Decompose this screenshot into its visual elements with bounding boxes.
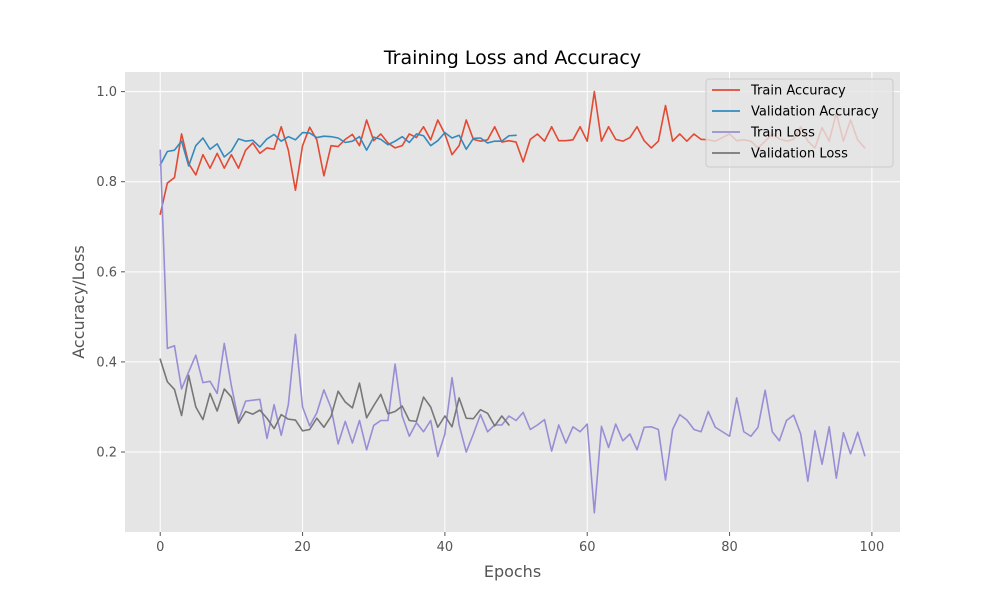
y-tick-label: 0.6 xyxy=(96,265,117,280)
y-tick-label: 0.2 xyxy=(96,446,117,461)
chart-title: Training Loss and Accuracy xyxy=(383,47,641,69)
legend: Train Accuracy Validation Accuracy Train L… xyxy=(705,78,894,168)
x-tick-label: 100 xyxy=(859,540,884,555)
ticks: 0 20 40 60 80 100 0.2 0.4 0.6 0.8 1.0 xyxy=(96,85,884,555)
legend-box xyxy=(705,78,894,168)
x-axis-label: Epochs xyxy=(484,562,541,581)
legend-label: Validation Accuracy xyxy=(751,105,879,120)
y-axis-label: Accuracy/Loss xyxy=(69,245,88,359)
y-tick-label: 1.0 xyxy=(96,85,117,100)
x-tick-label: 40 xyxy=(437,540,454,555)
x-tick-label: 0 xyxy=(156,540,164,555)
y-tick-label: 0.8 xyxy=(96,175,117,190)
legend-label: Train Loss xyxy=(750,126,815,141)
legend-label: Train Accuracy xyxy=(750,84,846,99)
series-line-validation-accuracy xyxy=(159,131,517,167)
x-tick-label: 60 xyxy=(579,540,596,555)
x-tick-label: 20 xyxy=(294,540,311,555)
legend-label: Validation Loss xyxy=(751,147,848,162)
series-line-validation-loss xyxy=(159,358,510,432)
x-tick-label: 80 xyxy=(721,540,738,555)
y-tick-label: 0.4 xyxy=(96,355,117,370)
